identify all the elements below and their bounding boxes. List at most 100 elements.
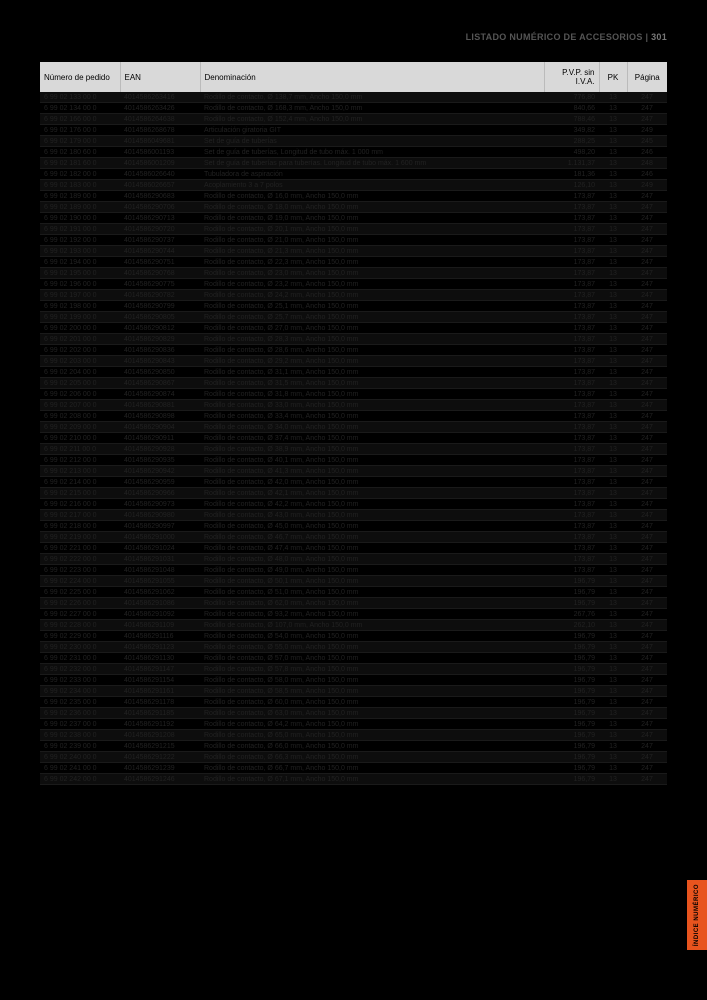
cell-pagina: 247	[627, 719, 667, 730]
cell-ean: 4014586291116	[120, 631, 200, 642]
cell-pk: 13	[599, 499, 627, 510]
cell-pk: 13	[599, 235, 627, 246]
cell-ean: 4014586291208	[120, 730, 200, 741]
cell-ean: 4014586290713	[120, 213, 200, 224]
cell-numero: 6 99 02 202 00 0	[40, 345, 120, 356]
table-row: 6 99 02 230 00 04014586291123Rodillo de …	[40, 642, 667, 653]
cell-numero: 6 99 02 222 00 0	[40, 554, 120, 565]
cell-numero: 6 99 02 227 00 0	[40, 609, 120, 620]
cell-numero: 6 99 02 206 00 0	[40, 389, 120, 400]
cell-ean: 4014586290782	[120, 290, 200, 301]
table-row: 6 99 02 189 00 04014586290683Rodillo de …	[40, 191, 667, 202]
cell-pagina: 246	[627, 147, 667, 158]
cell-numero: 6 99 02 225 00 0	[40, 587, 120, 598]
cell-pvp: 173,87	[544, 367, 599, 378]
cell-ean: 4014586291147	[120, 664, 200, 675]
cell-ean: 4014586290812	[120, 323, 200, 334]
cell-numero: 6 99 02 235 00 0	[40, 697, 120, 708]
cell-ean: 4014586290805	[120, 312, 200, 323]
cell-pk: 13	[599, 356, 627, 367]
cell-numero: 6 99 02 214 00 0	[40, 477, 120, 488]
cell-pvp: 196,79	[544, 763, 599, 774]
cell-pagina: 247	[627, 774, 667, 785]
cell-pk: 13	[599, 686, 627, 697]
cell-denominacion: Rodillo de contacto, Ø 58,0 mm, Ancho 15…	[200, 675, 544, 686]
cell-numero: 6 99 02 221 00 0	[40, 543, 120, 554]
cell-numero: 6 99 02 179 00 0	[40, 136, 120, 147]
cell-pk: 13	[599, 521, 627, 532]
cell-pvp: 173,87	[544, 389, 599, 400]
cell-pagina: 245	[627, 136, 667, 147]
cell-denominacion: Rodillo de contacto, Ø 25,7 mm, Ancho 15…	[200, 312, 544, 323]
cell-ean: 4014586290683	[120, 191, 200, 202]
cell-pk: 13	[599, 279, 627, 290]
table-row: 6 99 02 226 00 04014586291086Rodillo de …	[40, 598, 667, 609]
cell-pk: 13	[599, 136, 627, 147]
cell-pk: 13	[599, 598, 627, 609]
cell-ean: 4014586290836	[120, 345, 200, 356]
cell-denominacion: Rodillo de contacto, Ø 93,2 mm, Ancho 15…	[200, 609, 544, 620]
cell-ean: 4014586026657	[120, 180, 200, 191]
cell-ean: 4014586291086	[120, 598, 200, 609]
cell-ean: 4014586291239	[120, 763, 200, 774]
cell-pagina: 247	[627, 587, 667, 598]
cell-pagina: 247	[627, 741, 667, 752]
table-row: 6 99 02 216 00 04014586290973Rodillo de …	[40, 499, 667, 510]
table-row: 6 99 02 194 00 04014586290751Rodillo de …	[40, 257, 667, 268]
cell-ean: 4014586290959	[120, 477, 200, 488]
table-row: 6 99 02 203 00 04014586290843Rodillo de …	[40, 356, 667, 367]
cell-pagina: 247	[627, 389, 667, 400]
cell-pagina: 247	[627, 202, 667, 213]
cell-denominacion: Rodillo de contacto, Ø 66,7 mm, Ancho 15…	[200, 763, 544, 774]
cell-pk: 13	[599, 290, 627, 301]
cell-pk: 13	[599, 323, 627, 334]
cell-pagina: 247	[627, 532, 667, 543]
cell-numero: 6 99 02 231 00 0	[40, 653, 120, 664]
cell-pk: 13	[599, 730, 627, 741]
table-row: 6 99 02 237 00 04014586291192Rodillo de …	[40, 719, 667, 730]
cell-ean: 4014586290898	[120, 411, 200, 422]
cell-pvp: 173,87	[544, 290, 599, 301]
cell-ean: 4014586290997	[120, 521, 200, 532]
cell-pk: 13	[599, 664, 627, 675]
cell-pagina: 247	[627, 257, 667, 268]
cell-pvp: 173,87	[544, 543, 599, 554]
cell-pvp: 173,87	[544, 521, 599, 532]
page-header: LISTADO NUMÉRICO DE ACCESORIOS | 301	[466, 32, 667, 42]
cell-pagina: 247	[627, 103, 667, 114]
cell-numero: 6 99 02 229 00 0	[40, 631, 120, 642]
table-row: 6 99 02 234 00 04014586291161Rodillo de …	[40, 686, 667, 697]
cell-pk: 13	[599, 103, 627, 114]
side-tab[interactable]: ÍNDICE NUMÉRICO	[687, 880, 707, 950]
cell-pagina: 247	[627, 433, 667, 444]
cell-denominacion: Articulación giratoria GIT	[200, 125, 544, 136]
cell-numero: 6 99 02 204 00 0	[40, 367, 120, 378]
table-row: 6 99 02 190 00 04014586290713Rodillo de …	[40, 213, 667, 224]
cell-pvp: 196,79	[544, 697, 599, 708]
header-page: 301	[651, 32, 667, 42]
table-row: 6 99 02 229 00 04014586291116Rodillo de …	[40, 631, 667, 642]
cell-pk: 13	[599, 697, 627, 708]
table-row: 6 99 02 238 00 04014586291208Rodillo de …	[40, 730, 667, 741]
table-row: 6 99 02 241 00 04014586291239Rodillo de …	[40, 763, 667, 774]
cell-pk: 13	[599, 92, 627, 103]
cell-ean: 4014586291130	[120, 653, 200, 664]
cell-denominacion: Rodillo de contacto, Ø 18,0 mm, Ancho 15…	[200, 202, 544, 213]
table-row: 6 99 02 206 00 04014586290874Rodillo de …	[40, 389, 667, 400]
cell-ean: 4014586291192	[120, 719, 200, 730]
cell-numero: 6 99 02 192 00 0	[40, 235, 120, 246]
cell-pagina: 247	[627, 279, 667, 290]
cell-pvp: 173,87	[544, 191, 599, 202]
cell-pk: 13	[599, 202, 627, 213]
cell-denominacion: Acoplamiento 3 a 7 polos	[200, 180, 544, 191]
cell-denominacion: Rodillo de contacto, Ø 42,2 mm, Ancho 15…	[200, 499, 544, 510]
cell-denominacion: Rodillo de contacto, Ø 24,2 mm, Ancho 15…	[200, 290, 544, 301]
cell-pvp: 196,79	[544, 774, 599, 785]
table-row: 6 99 02 222 00 04014586291031Rodillo de …	[40, 554, 667, 565]
cell-pvp: 173,87	[544, 455, 599, 466]
cell-numero: 6 99 02 224 00 0	[40, 576, 120, 587]
cell-pagina: 246	[627, 169, 667, 180]
cell-ean: 4014586290881	[120, 400, 200, 411]
cell-numero: 6 99 02 233 00 0	[40, 675, 120, 686]
col-denominacion: Denominación	[200, 62, 544, 92]
